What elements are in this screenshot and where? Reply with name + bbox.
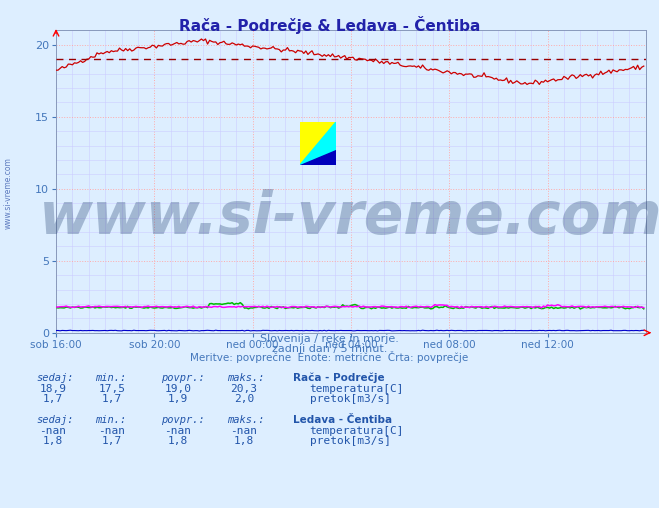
Text: povpr.:: povpr.: xyxy=(161,415,205,425)
Text: www.si-vreme.com: www.si-vreme.com xyxy=(39,189,659,246)
Text: maks.:: maks.: xyxy=(227,415,265,425)
Text: sedaj:: sedaj: xyxy=(36,415,74,425)
Text: 2,0: 2,0 xyxy=(234,394,254,404)
Polygon shape xyxy=(300,122,336,165)
Text: 1,7: 1,7 xyxy=(43,394,63,404)
Text: Rača - Podrečje: Rača - Podrečje xyxy=(293,372,385,383)
Text: -nan: -nan xyxy=(231,426,257,436)
Text: Rača - Podrečje & Ledava - Čentiba: Rača - Podrečje & Ledava - Čentiba xyxy=(179,16,480,34)
Text: temperatura[C]: temperatura[C] xyxy=(310,384,404,394)
Text: 1,8: 1,8 xyxy=(43,436,63,446)
Text: www.si-vreme.com: www.si-vreme.com xyxy=(4,157,13,229)
Text: 19,0: 19,0 xyxy=(165,384,191,394)
Text: maks.:: maks.: xyxy=(227,373,265,383)
Text: -nan: -nan xyxy=(165,426,191,436)
Polygon shape xyxy=(300,122,336,165)
Text: sedaj:: sedaj: xyxy=(36,373,74,383)
Text: 1,9: 1,9 xyxy=(168,394,188,404)
Text: 20,3: 20,3 xyxy=(231,384,257,394)
Text: pretok[m3/s]: pretok[m3/s] xyxy=(310,394,391,404)
Text: -nan: -nan xyxy=(40,426,66,436)
Text: zadnji dan / 5 minut.: zadnji dan / 5 minut. xyxy=(272,343,387,354)
Text: -nan: -nan xyxy=(99,426,125,436)
Text: temperatura[C]: temperatura[C] xyxy=(310,426,404,436)
Text: min.:: min.: xyxy=(96,373,127,383)
Text: 1,7: 1,7 xyxy=(102,394,122,404)
Polygon shape xyxy=(300,150,336,165)
Text: povpr.:: povpr.: xyxy=(161,373,205,383)
Text: 18,9: 18,9 xyxy=(40,384,66,394)
Text: Ledava - Čentiba: Ledava - Čentiba xyxy=(293,415,392,425)
Text: min.:: min.: xyxy=(96,415,127,425)
Text: Slovenija / reke in morje.: Slovenija / reke in morje. xyxy=(260,334,399,344)
Text: 1,8: 1,8 xyxy=(168,436,188,446)
Text: 1,7: 1,7 xyxy=(102,436,122,446)
Text: 1,8: 1,8 xyxy=(234,436,254,446)
Text: pretok[m3/s]: pretok[m3/s] xyxy=(310,436,391,446)
Text: 17,5: 17,5 xyxy=(99,384,125,394)
Text: Meritve: povprečne  Enote: metrične  Črta: povprečje: Meritve: povprečne Enote: metrične Črta:… xyxy=(190,351,469,363)
